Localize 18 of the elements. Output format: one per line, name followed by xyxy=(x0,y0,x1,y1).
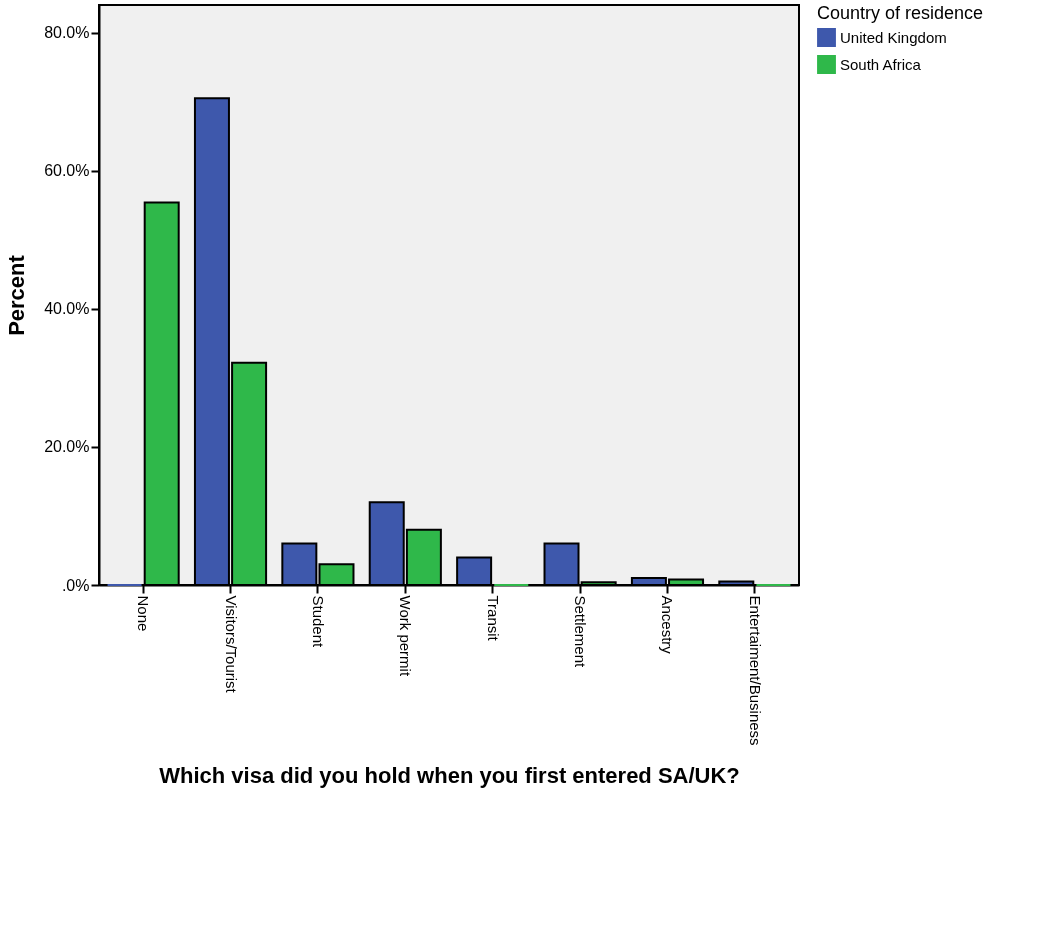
x-tick-label: None xyxy=(135,595,153,632)
legend-label: United Kingdom xyxy=(840,28,947,46)
x-tick-label: Transit xyxy=(484,595,502,642)
legend-title: Country of residence xyxy=(817,3,984,23)
x-tick-label: Work permit xyxy=(397,595,415,677)
x-tick-label: Settlement xyxy=(572,595,590,669)
y-tick-label: 60.0% xyxy=(44,162,90,180)
y-axis-title: Percent xyxy=(4,254,30,336)
x-axis-title: Which visa did you hold when you first entered SA/UK? xyxy=(159,762,740,788)
y-tick-label: 20.0% xyxy=(44,438,90,456)
x-tick-label: Entertaiment/Business xyxy=(746,595,764,746)
x-tick-label: Student xyxy=(309,595,327,649)
y-tick-label: .0% xyxy=(61,576,90,594)
y-tick-label: 40.0% xyxy=(44,300,90,318)
x-tick-label: Visitors/Tourist xyxy=(222,595,240,694)
x-tick-label: Ancestry xyxy=(659,595,677,655)
legend-label: South Africa xyxy=(840,55,922,73)
y-tick-label: 80.0% xyxy=(44,24,90,42)
